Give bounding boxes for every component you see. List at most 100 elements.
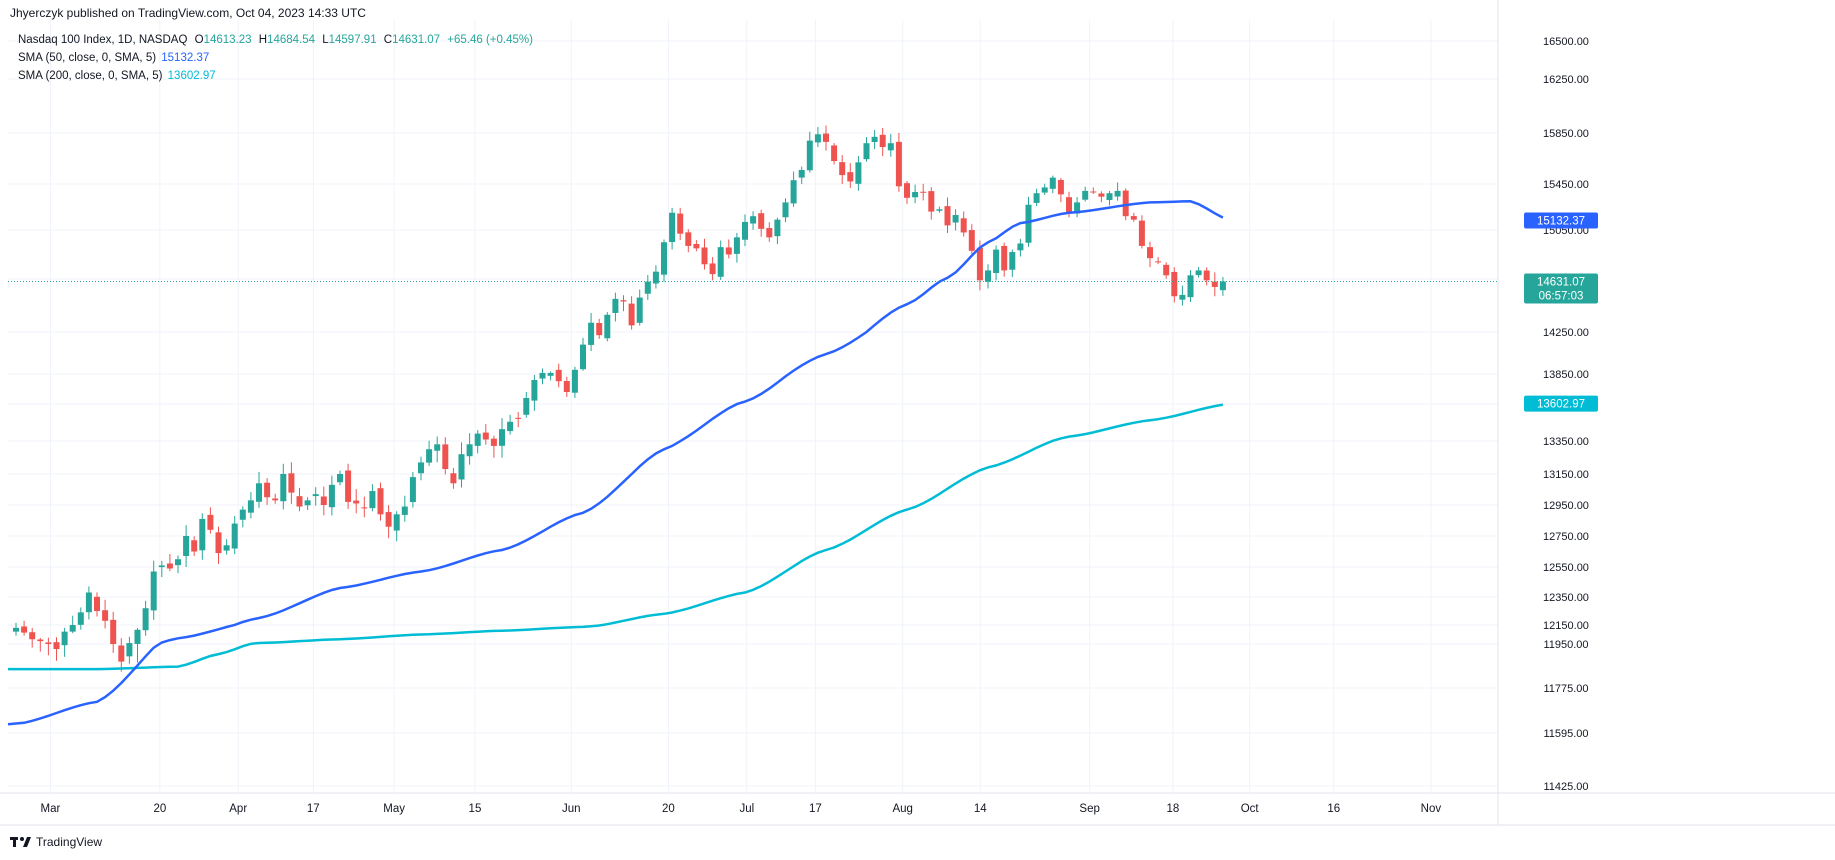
sma200-badge-bg	[1524, 395, 1598, 412]
candle-up	[1017, 243, 1024, 251]
candle-up	[85, 592, 92, 613]
candle-up	[1025, 204, 1032, 243]
candle-up	[652, 271, 659, 284]
candle-up	[418, 462, 424, 474]
candle-up	[1195, 270, 1202, 276]
candle-up	[175, 559, 181, 566]
candle-up	[458, 454, 465, 480]
candle-down	[693, 243, 700, 249]
candle-up	[717, 247, 724, 277]
candle-down	[377, 488, 384, 515]
candle-down	[361, 507, 368, 509]
y-tick-label: 12550.00	[1543, 562, 1589, 574]
candle-up	[231, 523, 238, 549]
last-price-badge-bg	[1524, 273, 1598, 304]
candle-down	[1138, 220, 1145, 246]
y-tick-label: 12750.00	[1543, 531, 1589, 543]
candle-up	[733, 237, 740, 254]
candle-up	[806, 140, 813, 171]
candle-up	[328, 484, 335, 508]
candle-up	[1106, 193, 1113, 201]
candle-up	[612, 298, 619, 313]
candle-up	[531, 380, 538, 401]
candle-up	[134, 629, 141, 644]
candle-up	[337, 474, 343, 483]
candle-down	[102, 610, 109, 621]
candle-up	[588, 322, 595, 345]
candle-up	[312, 494, 319, 497]
open-value: 14613.23	[203, 34, 252, 46]
candle-down	[766, 228, 773, 238]
candle-up	[183, 536, 190, 556]
candle-up	[1049, 177, 1056, 189]
candle-up	[158, 565, 165, 568]
candle-up	[1033, 193, 1040, 203]
candle-down	[450, 473, 457, 484]
publisher-header: Jhyerczyk published on TradingView.com, …	[10, 6, 366, 20]
candle-down	[1001, 245, 1008, 271]
candle-up	[912, 192, 919, 198]
x-tick-label: 16	[1327, 803, 1340, 815]
candle-up	[636, 297, 643, 323]
candle-down	[45, 642, 52, 644]
candle-up	[887, 143, 894, 151]
candle-up	[409, 477, 416, 503]
last-price-badge: 14631.07	[1537, 277, 1585, 289]
candle-down	[37, 639, 44, 642]
candle-up	[669, 212, 676, 243]
candle-up	[580, 344, 586, 370]
x-tick-label: Nov	[1421, 803, 1442, 815]
candle-up	[369, 491, 376, 509]
candle-down	[976, 247, 983, 281]
candle-up	[280, 474, 287, 502]
candle-down	[960, 218, 967, 233]
sma50-badge-bg	[1524, 212, 1598, 229]
candle-down	[118, 645, 125, 662]
x-tick-label: Mar	[41, 803, 61, 815]
candle-down	[928, 191, 935, 212]
candle-down	[944, 206, 951, 226]
x-tick-label: 14	[974, 803, 987, 815]
candle-up	[247, 500, 254, 513]
candle-down	[191, 540, 198, 552]
sma50-legend: SMA (50, close, 0, SMA, 5) 15132.37	[18, 52, 209, 64]
candle-up	[126, 643, 133, 657]
y-tick-label: 13150.00	[1543, 469, 1589, 481]
candle-up	[1074, 202, 1081, 214]
candle-down	[879, 134, 886, 148]
candle-up	[936, 209, 943, 211]
y-tick-label: 15450.00	[1543, 179, 1589, 191]
candle-up	[814, 134, 821, 143]
sma50-value: 15132.37	[161, 52, 210, 64]
candle-down	[320, 496, 327, 505]
sma200-value: 13602.97	[167, 70, 216, 82]
close-label: C	[383, 34, 393, 46]
y-tick-label: 13850.00	[1543, 369, 1589, 381]
high-value: 14684.54	[267, 34, 316, 46]
x-tick-label: 17	[307, 803, 320, 815]
candle-up	[782, 202, 789, 218]
candle-down	[215, 532, 222, 554]
sma200-legend: SMA (200, close, 0, SMA, 5) 13602.97	[18, 70, 216, 82]
change-value: +65.46 (+0.45%)	[447, 34, 533, 46]
candle-down	[288, 473, 295, 493]
candle-down	[385, 512, 392, 527]
sma200-line	[8, 403, 1224, 671]
y-tick-label: 12350.00	[1543, 592, 1589, 604]
x-tick-label: Jun	[562, 803, 581, 815]
candle-up	[742, 221, 748, 240]
tradingview-logo-icon	[10, 837, 31, 847]
candle-up	[790, 180, 797, 204]
x-tick-label: 20	[153, 803, 166, 815]
y-tick-label: 11595.00	[1543, 728, 1588, 740]
footer-brand[interactable]: TradingView	[36, 835, 103, 849]
candle-up	[426, 449, 433, 463]
candle-up	[466, 444, 473, 457]
candle-down	[701, 247, 708, 265]
candle-down	[490, 438, 497, 446]
candle-up	[434, 444, 441, 451]
y-tick-label: 11775.00	[1543, 683, 1588, 695]
candle-up	[1114, 190, 1121, 197]
candle-up	[952, 215, 959, 223]
